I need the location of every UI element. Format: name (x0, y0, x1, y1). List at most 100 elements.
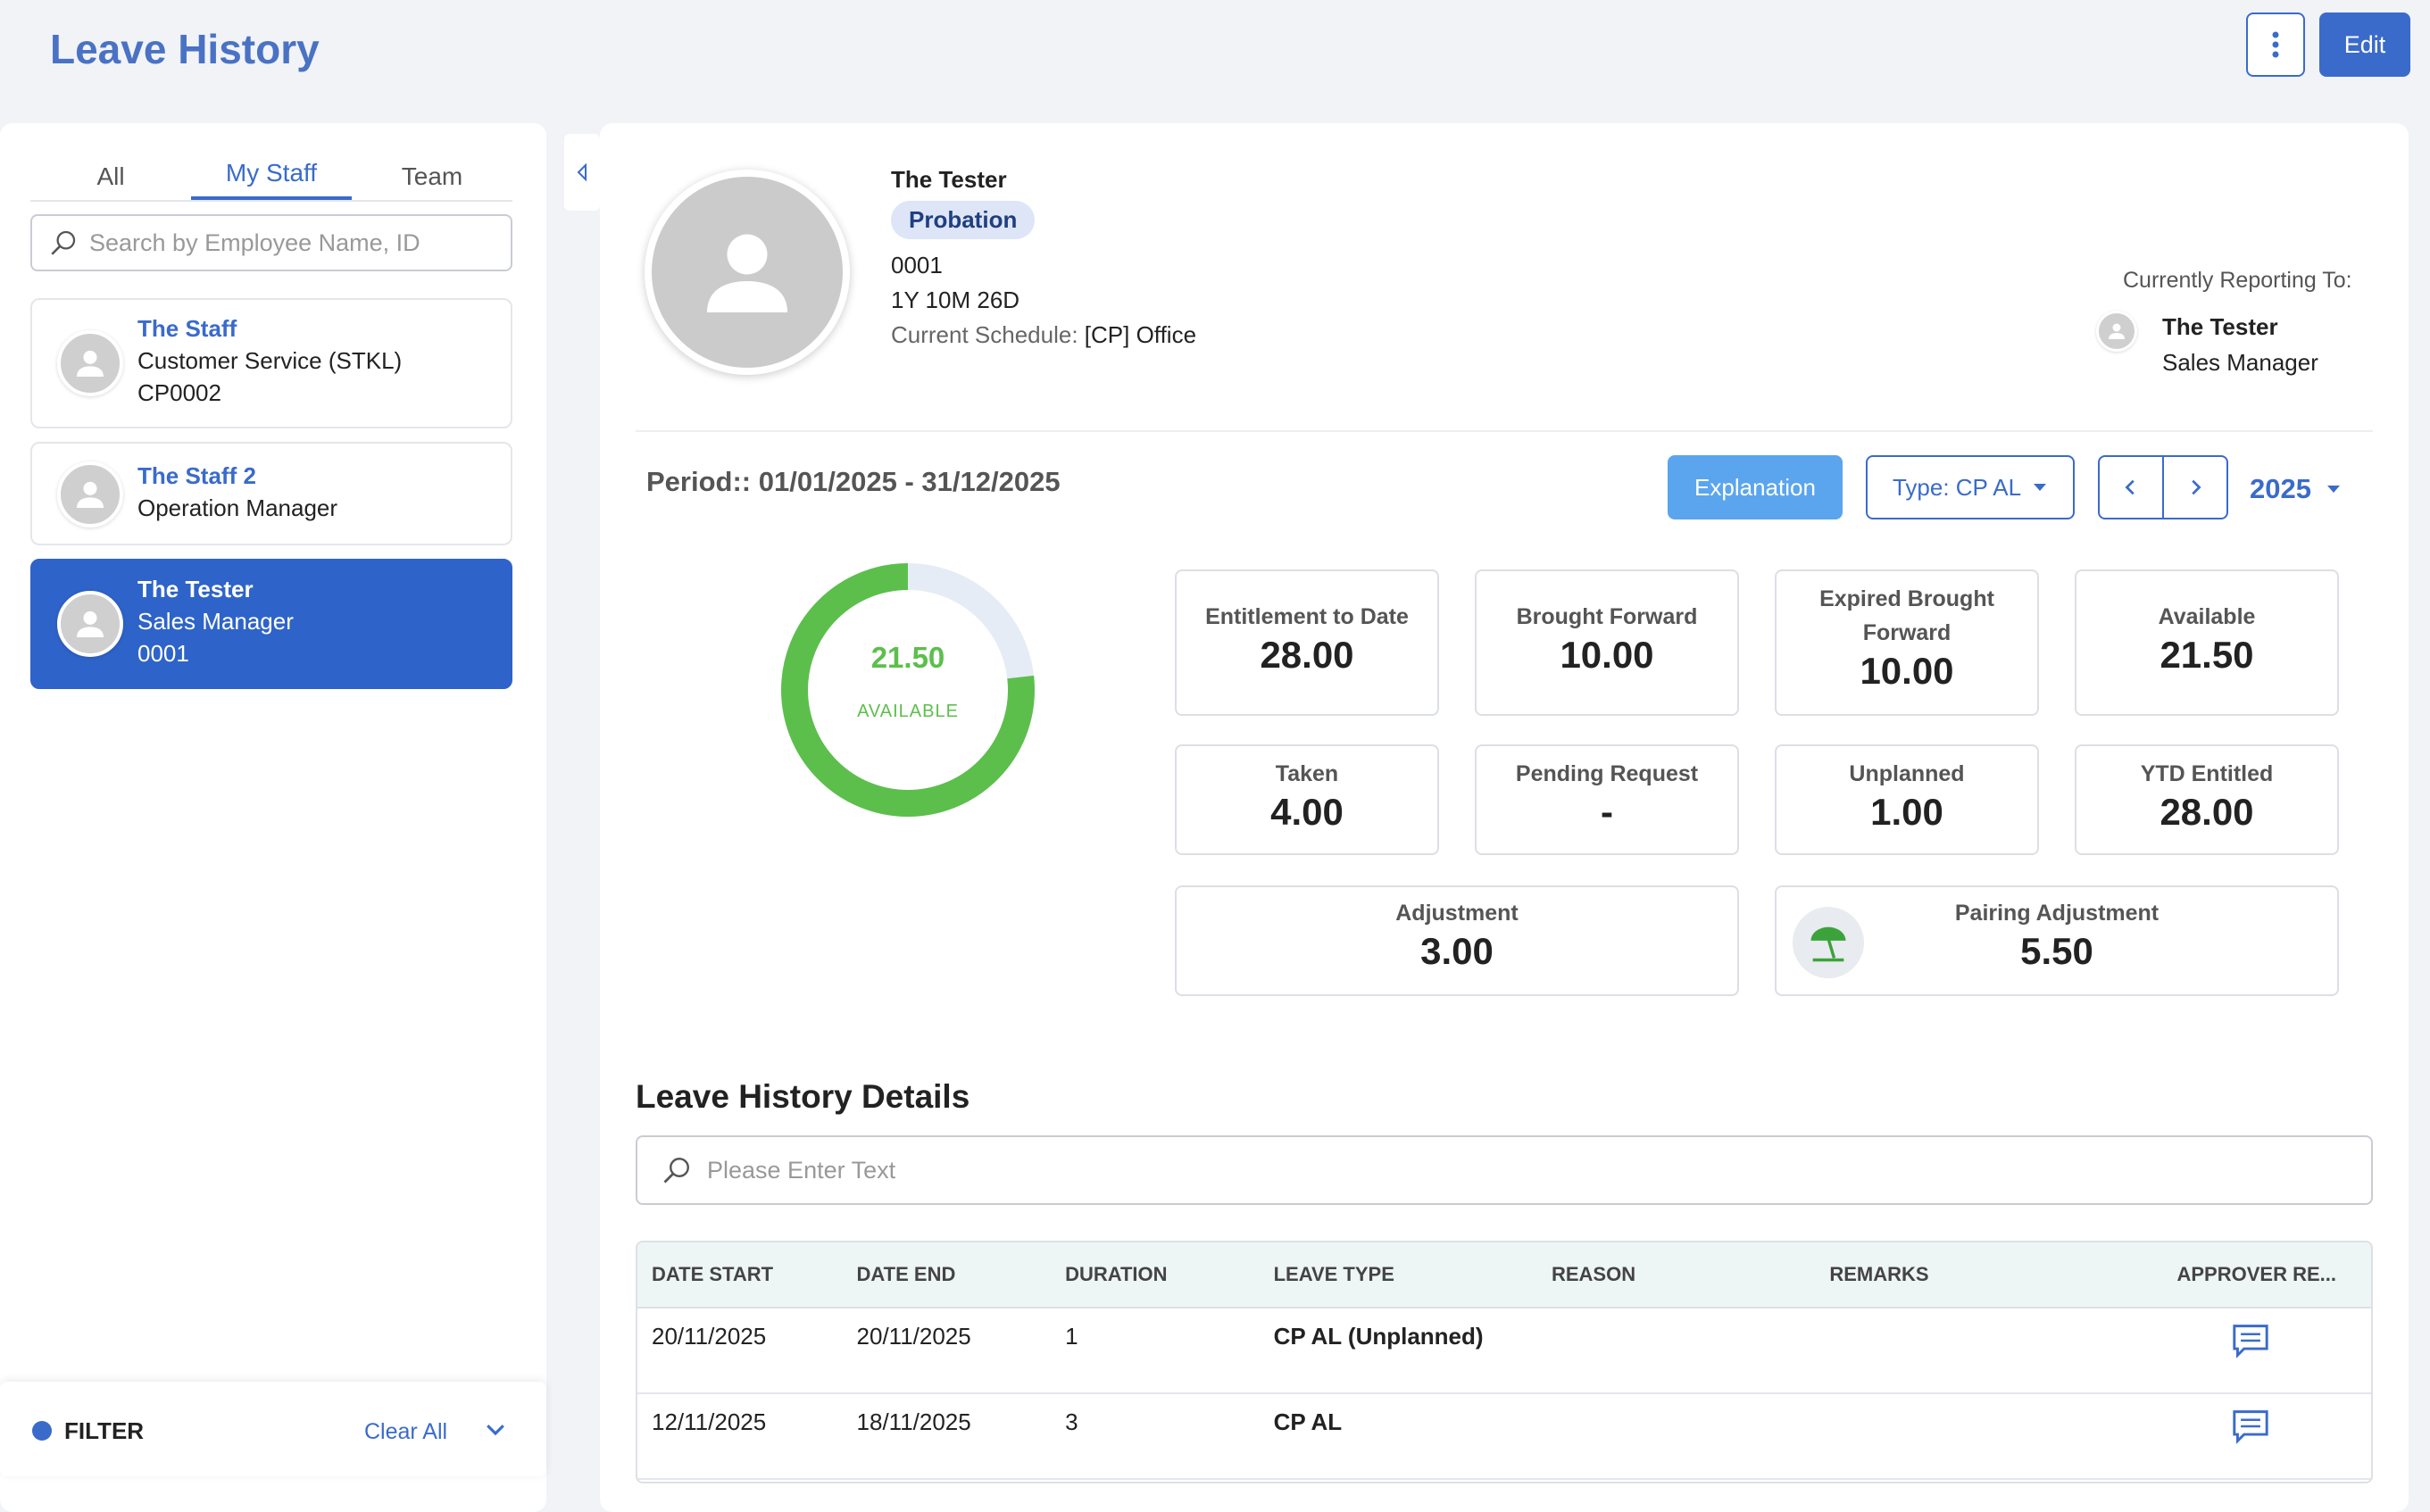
period-navigation (2098, 455, 2228, 519)
donut-label: AVAILABLE (857, 702, 959, 721)
staff-name: The Tester (137, 576, 254, 602)
stat-value: 3.00 (1420, 930, 1494, 972)
column-header[interactable]: DATE START (652, 1263, 774, 1285)
stat-entitlement: Entitlement to Date 28.00 (1175, 569, 1439, 716)
stat-label: Adjustment (1395, 901, 1519, 926)
stat-value: 10.00 (1560, 634, 1654, 676)
remarks (1815, 1308, 2162, 1392)
more-options-button[interactable] (2246, 12, 2305, 77)
next-period-button[interactable] (2162, 457, 2226, 518)
person-icon (707, 234, 787, 312)
clear-all-link[interactable]: Clear All (364, 1419, 448, 1444)
year-dropdown[interactable]: 2025 (2250, 473, 2342, 505)
column-header[interactable]: REASON (1551, 1263, 1636, 1285)
tab-team[interactable]: Team (401, 162, 463, 190)
leave-type: CP AL (1273, 1408, 1343, 1435)
column-header[interactable]: DATE END (856, 1263, 956, 1285)
column-header[interactable]: DURATION (1065, 1263, 1168, 1285)
collapse-panel-button[interactable] (564, 134, 600, 211)
schedule-value: [CP] Office (1084, 321, 1197, 348)
stat-label: Brought Forward (1516, 604, 1698, 629)
reporting-label: Currently Reporting To: (2123, 268, 2352, 293)
donut-available-arc (781, 563, 1035, 817)
employee-search-input[interactable]: Search by Employee Name, ID (30, 214, 512, 271)
section-title: Leave History Details (636, 1078, 970, 1115)
person-icon (2109, 323, 2125, 339)
filter-label[interactable]: FILTER (64, 1417, 145, 1444)
stat-value: - (1601, 791, 1613, 833)
column-header[interactable]: APPROVER RE... (2176, 1263, 2336, 1285)
explanation-button[interactable]: Explanation (1668, 455, 1843, 519)
stat-label: Pairing Adjustment (1954, 901, 2160, 926)
stat-unplanned: Unplanned 1.00 (1775, 744, 2039, 855)
page-title: Leave History (50, 26, 320, 72)
staff-info: The Tester Sales Manager 0001 (137, 573, 294, 669)
table-row[interactable]: 12/11/2025 18/11/2025 3 CP AL (637, 1394, 2371, 1480)
staff-role: Operation Manager (137, 494, 338, 521)
approver-remarks (2163, 1394, 2372, 1478)
chevron-left-icon (2125, 479, 2135, 495)
stat-taken: Taken 4.00 (1175, 744, 1439, 855)
leave-type-dropdown[interactable]: Type: CP AL (1866, 455, 2075, 519)
tab-my-staff[interactable]: My Staff (191, 143, 352, 200)
staff-card-the-staff[interactable]: The Staff Customer Service (STKL) CP0002 (30, 298, 512, 428)
donut-value: 21.50 (870, 641, 945, 674)
avatar (57, 461, 123, 528)
edit-button[interactable]: Edit (2319, 12, 2410, 77)
column-header[interactable]: REMARKS (1829, 1263, 1929, 1285)
person-icon (77, 350, 104, 377)
schedule-label: Current Schedule: (891, 321, 1078, 348)
stat-label: Entitlement to Date (1205, 604, 1409, 629)
stat-value: 28.00 (1260, 634, 1354, 676)
staff-name: The Staff (137, 315, 237, 342)
details-search-input[interactable]: Please Enter Text (636, 1135, 2373, 1205)
period-label: Period:: 01/01/2025 - 31/12/2025 (646, 466, 1061, 497)
kebab-icon (2272, 31, 2279, 58)
manager-role: Sales Manager (2162, 349, 2318, 376)
staff-card-the-tester[interactable]: The Tester Sales Manager 0001 (30, 559, 512, 689)
leave-detail-panel: The Tester Probation 0001 1Y 10M 26D Cur… (600, 123, 2409, 1512)
filter-indicator-dot (32, 1421, 52, 1441)
staff-card-the-staff-2[interactable]: The Staff 2 Operation Manager (30, 442, 512, 545)
caret-left-icon (577, 162, 587, 182)
duration: 1 (1065, 1323, 1078, 1350)
stat-value: 28.00 (2160, 791, 2254, 833)
profile-avatar (645, 170, 850, 375)
table-row[interactable]: 20/11/2025 20/11/2025 1 CP AL (Unplanned… (637, 1308, 2371, 1394)
comment-icon[interactable] (2231, 1408, 2270, 1444)
stat-pairing-adjustment: Pairing Adjustment 5.50 (1775, 885, 2339, 996)
date-end: 20/11/2025 (856, 1323, 971, 1350)
search-icon (663, 1158, 689, 1184)
stat-label: Pending Request (1515, 761, 1699, 786)
duration: 3 (1065, 1408, 1078, 1435)
stat-label: YTD Entitled (2140, 761, 2274, 786)
chevron-right-icon (2192, 479, 2201, 495)
staff-role: Customer Service (STKL) (137, 347, 403, 374)
staff-tabs: All My Staff Team (30, 143, 512, 202)
comment-icon[interactable] (2231, 1323, 2270, 1358)
staff-id: CP0002 (137, 379, 221, 406)
previous-period-button[interactable] (2100, 457, 2162, 518)
chevron-down-icon[interactable] (482, 1416, 509, 1442)
person-icon (77, 481, 104, 508)
status-badge: Probation (891, 201, 1036, 239)
staff-info: The Staff 2 Operation Manager (137, 460, 337, 524)
stat-adjustment: Adjustment 3.00 (1175, 885, 1739, 996)
filter-bar: FILTER Clear All (0, 1382, 546, 1476)
stat-label: Taken (1275, 761, 1339, 786)
employee-id: 0001 (891, 252, 943, 278)
search-placeholder: Search by Employee Name, ID (89, 228, 420, 256)
avatar (57, 591, 123, 657)
manager-name: The Tester (2162, 313, 2278, 340)
year-value: 2025 (2250, 473, 2311, 504)
column-header[interactable]: LEAVE TYPE (1273, 1263, 1394, 1285)
leave-type: CP AL (Unplanned) (1273, 1323, 1484, 1350)
avatar (57, 330, 123, 396)
available-donut-chart (781, 563, 1035, 817)
reason (1537, 1308, 1815, 1392)
tab-all[interactable]: All (96, 162, 125, 190)
table-header: DATE START DATE END DURATION LEAVE TYPE … (637, 1242, 2371, 1308)
stat-value: 21.50 (2160, 634, 2254, 676)
stat-available: Available 21.50 (2075, 569, 2339, 716)
stat-value: 5.50 (2020, 930, 2093, 972)
